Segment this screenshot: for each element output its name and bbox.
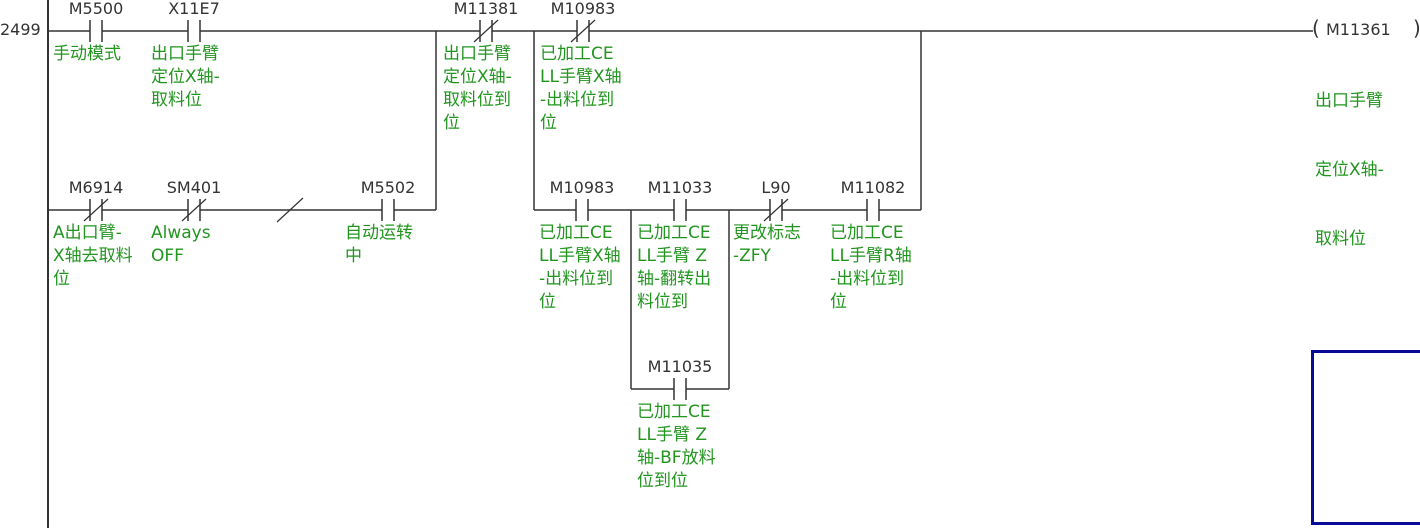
contact-comment: 出口手臂定位X轴- 取料位到位 bbox=[443, 43, 512, 135]
comment-line: 更改标志 bbox=[733, 223, 801, 243]
comment-line: A出口臂- bbox=[53, 223, 122, 243]
contact-address[interactable]: M11033 bbox=[647, 178, 713, 197]
comment-line: OFF bbox=[151, 246, 184, 266]
comment-line: -出料位到 bbox=[540, 90, 615, 110]
comment-line: 定位X轴- bbox=[1315, 160, 1384, 180]
step-number: 2499 bbox=[0, 20, 41, 39]
contact-comment: 更改标志 -ZFY bbox=[733, 222, 801, 268]
coil-open-paren: ( bbox=[1312, 16, 1320, 40]
nc-contact-m11381[interactable] bbox=[471, 17, 501, 45]
no-contact-m10983[interactable] bbox=[567, 196, 597, 224]
cursor-selection-box[interactable] bbox=[1311, 350, 1420, 525]
nc-contact-sm401[interactable] bbox=[179, 196, 209, 224]
comment-line: LL手臂 Z bbox=[637, 425, 707, 445]
nc-slash bbox=[570, 19, 596, 43]
comment-line: 已加工CE bbox=[637, 402, 711, 422]
contact-comment: 手动模式 bbox=[53, 43, 121, 66]
contact-gap bbox=[382, 208, 394, 212]
contact-address[interactable]: M11035 bbox=[647, 357, 713, 376]
contact-address[interactable]: M11381 bbox=[453, 0, 519, 18]
comment-line: 位 bbox=[540, 113, 557, 133]
contact-gap bbox=[576, 208, 588, 212]
nc-contact-m10983[interactable] bbox=[568, 17, 598, 45]
contact-gap bbox=[90, 29, 102, 33]
coil-close-paren: ) bbox=[1413, 16, 1420, 40]
nc-slash bbox=[181, 198, 207, 222]
comment-line: 已加工CE bbox=[539, 223, 613, 243]
comment-line: LL手臂R轴 bbox=[830, 246, 912, 266]
contact-address[interactable]: SM401 bbox=[166, 178, 222, 197]
contact-address[interactable]: M5502 bbox=[360, 178, 416, 197]
comment-line: 手动模式 bbox=[53, 44, 121, 64]
contact-address[interactable]: M10983 bbox=[549, 178, 615, 197]
contact-address[interactable]: L90 bbox=[761, 178, 791, 197]
comment-line: 轴-翻转出 bbox=[637, 269, 712, 289]
contact-address[interactable]: X11E7 bbox=[168, 0, 220, 18]
no-contact-m11082[interactable] bbox=[858, 196, 888, 224]
contact-comment: 已加工CE LL手臂 Z 轴-BF放料 位到位 bbox=[637, 401, 716, 493]
comment-line: 出口手臂 bbox=[1315, 91, 1383, 111]
contact-comment: Always OFF bbox=[151, 222, 211, 268]
comment-line: 已加工CE bbox=[830, 223, 904, 243]
comment-line: -ZFY bbox=[733, 246, 771, 266]
comment-line: 已加工CE bbox=[637, 223, 711, 243]
comment-line: 位 bbox=[539, 292, 556, 312]
nc-slash bbox=[763, 198, 789, 222]
comment-line: 出口手臂 bbox=[151, 44, 219, 64]
no-contact-m11035[interactable] bbox=[665, 375, 695, 403]
contact-gap bbox=[674, 387, 686, 391]
comment-line: LL手臂 Z bbox=[637, 246, 707, 266]
nc-contact-m6914[interactable] bbox=[81, 196, 111, 224]
no-contact-m5502[interactable] bbox=[373, 196, 403, 224]
comment-line: 中 bbox=[345, 246, 362, 266]
comment-line: 取料位 bbox=[1315, 229, 1366, 249]
comment-line: -出料位到 bbox=[830, 269, 905, 289]
contact-address[interactable]: M5500 bbox=[68, 0, 124, 18]
contact-address[interactable]: M10983 bbox=[550, 0, 616, 18]
contact-comment: 已加工CE LL手臂X轴 -出料位到位 bbox=[539, 222, 621, 314]
comment-line: -出料位到 bbox=[539, 269, 614, 289]
contact-comment: 自动运转中 bbox=[345, 222, 413, 268]
wire-break-mark bbox=[276, 197, 304, 223]
coil-comment: 出口手臂 定位X轴- 取料位 bbox=[1315, 44, 1384, 274]
coil-address[interactable]: M11361 bbox=[1326, 20, 1391, 39]
nc-contact-l90[interactable] bbox=[761, 196, 791, 224]
comment-line: 位 bbox=[830, 292, 847, 312]
comment-line: 位 bbox=[53, 269, 70, 289]
no-contact-x11e7[interactable] bbox=[179, 17, 209, 45]
comment-line: 轴-BF放料 bbox=[637, 448, 716, 468]
comment-line: 自动运转 bbox=[345, 223, 413, 243]
contact-comment: A出口臂- X轴去取料位 bbox=[53, 222, 133, 291]
contact-comment: 出口手臂定位X轴- 取料位 bbox=[151, 43, 220, 112]
comment-line: LL手臂X轴 bbox=[539, 246, 621, 266]
no-contact-m5500[interactable] bbox=[81, 17, 111, 45]
nc-slash bbox=[473, 19, 499, 43]
comment-line: Always bbox=[151, 223, 211, 243]
contact-gap bbox=[188, 29, 200, 33]
nc-slash bbox=[83, 198, 109, 222]
comment-line: 位 bbox=[443, 113, 460, 133]
contact-comment: 已加工CE LL手臂R轴 -出料位到位 bbox=[830, 222, 912, 314]
comment-line: X轴去取料 bbox=[53, 246, 133, 266]
contact-address[interactable]: M11082 bbox=[840, 178, 906, 197]
comment-line: 料位到 bbox=[637, 292, 688, 312]
comment-line: 出口手臂 bbox=[443, 44, 511, 64]
comment-line: 已加工CE bbox=[540, 44, 614, 64]
contact-address[interactable]: M6914 bbox=[68, 178, 124, 197]
comment-line: 定位X轴- bbox=[151, 67, 220, 87]
comment-line: 取料位 bbox=[151, 90, 202, 110]
comment-line: LL手臂X轴 bbox=[540, 67, 622, 87]
comment-line: 位到位 bbox=[637, 471, 688, 491]
comment-line: 取料位到 bbox=[443, 90, 511, 110]
contact-gap bbox=[674, 208, 686, 212]
no-contact-m11033[interactable] bbox=[665, 196, 695, 224]
contact-gap bbox=[867, 208, 879, 212]
contact-comment: 已加工CE LL手臂 Z 轴-翻转出料位到 bbox=[637, 222, 711, 314]
comment-line: 定位X轴- bbox=[443, 67, 512, 87]
contact-comment: 已加工CE LL手臂X轴 -出料位到位 bbox=[540, 43, 622, 135]
